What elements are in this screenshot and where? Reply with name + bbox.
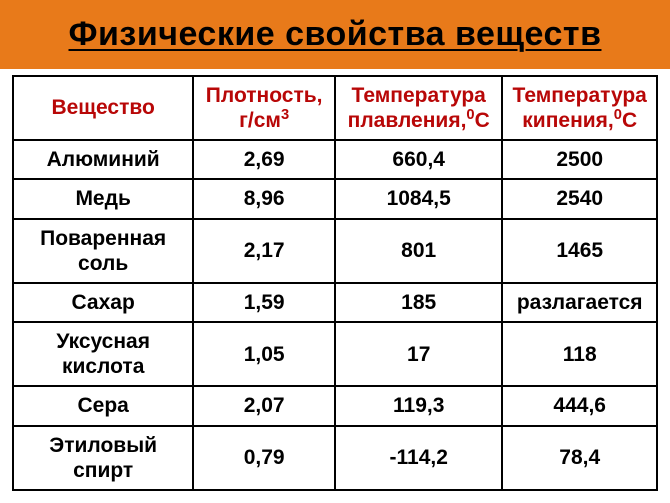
- table-container: Вещество Плотность, г/см3 Температура пл…: [0, 69, 670, 503]
- substance-line2: кислота: [62, 355, 144, 378]
- cell-density: 0,79: [193, 426, 335, 490]
- density-line2-prefix: г/см: [239, 109, 281, 132]
- table-row: Медь 8,96 1084,5 2540: [13, 179, 657, 218]
- col-header-density: Плотность, г/см3: [193, 76, 335, 140]
- melting-suffix: С: [475, 109, 490, 132]
- boiling-sup: 0: [614, 107, 622, 123]
- cell-substance: Сахар: [13, 283, 193, 322]
- table-row: Сахар 1,59 185 разлагается: [13, 283, 657, 322]
- col-header-melting: Температура плавления,0С: [335, 76, 502, 140]
- table-row: Этиловый спирт 0,79 -114,2 78,4: [13, 426, 657, 490]
- melting-sup: 0: [466, 107, 474, 123]
- cell-melting: 660,4: [335, 140, 502, 179]
- title-bar: Физические свойства веществ: [0, 0, 670, 69]
- cell-melting: 185: [335, 283, 502, 322]
- cell-density: 2,17: [193, 219, 335, 283]
- boiling-line2-prefix: кипения,: [522, 109, 613, 132]
- col-header-substance-text: Вещество: [51, 96, 154, 119]
- cell-substance: Медь: [13, 179, 193, 218]
- col-header-boiling: Температура кипения,0С: [502, 76, 657, 140]
- table-row: Сера 2,07 119,3 444,6: [13, 386, 657, 425]
- substance-line1: Уксусная: [56, 330, 150, 353]
- density-line1: Плотность,: [206, 84, 323, 107]
- melting-line2-prefix: плавления,: [348, 109, 467, 132]
- density-sup: 3: [281, 107, 289, 123]
- cell-boiling: 2500: [502, 140, 657, 179]
- cell-melting: 119,3: [335, 386, 502, 425]
- cell-substance: Алюминий: [13, 140, 193, 179]
- cell-melting: 1084,5: [335, 179, 502, 218]
- cell-boiling: 444,6: [502, 386, 657, 425]
- cell-boiling: разлагается: [502, 283, 657, 322]
- boiling-line1: Температура: [513, 84, 647, 107]
- table-row: Поваренная соль 2,17 801 1465: [13, 219, 657, 283]
- cell-boiling: 118: [502, 322, 657, 386]
- cell-density: 8,96: [193, 179, 335, 218]
- cell-melting: -114,2: [335, 426, 502, 490]
- substance-line1: Поваренная: [40, 227, 166, 250]
- cell-melting: 17: [335, 322, 502, 386]
- table-row: Уксусная кислота 1,05 17 118: [13, 322, 657, 386]
- cell-density: 2,69: [193, 140, 335, 179]
- page-title: Физические свойства веществ: [69, 15, 602, 54]
- cell-melting: 801: [335, 219, 502, 283]
- melting-line1: Температура: [352, 84, 486, 107]
- cell-substance: Поваренная соль: [13, 219, 193, 283]
- table-header-row: Вещество Плотность, г/см3 Температура пл…: [13, 76, 657, 140]
- cell-substance: Сера: [13, 386, 193, 425]
- cell-substance: Этиловый спирт: [13, 426, 193, 490]
- cell-density: 1,05: [193, 322, 335, 386]
- cell-density: 2,07: [193, 386, 335, 425]
- table-row: Алюминий 2,69 660,4 2500: [13, 140, 657, 179]
- cell-boiling: 1465: [502, 219, 657, 283]
- cell-substance: Уксусная кислота: [13, 322, 193, 386]
- boiling-suffix: С: [622, 109, 637, 132]
- cell-boiling: 78,4: [502, 426, 657, 490]
- properties-table: Вещество Плотность, г/см3 Температура пл…: [12, 75, 658, 491]
- cell-density: 1,59: [193, 283, 335, 322]
- col-header-substance: Вещество: [13, 76, 193, 140]
- cell-boiling: 2540: [502, 179, 657, 218]
- substance-line2: соль: [78, 252, 128, 275]
